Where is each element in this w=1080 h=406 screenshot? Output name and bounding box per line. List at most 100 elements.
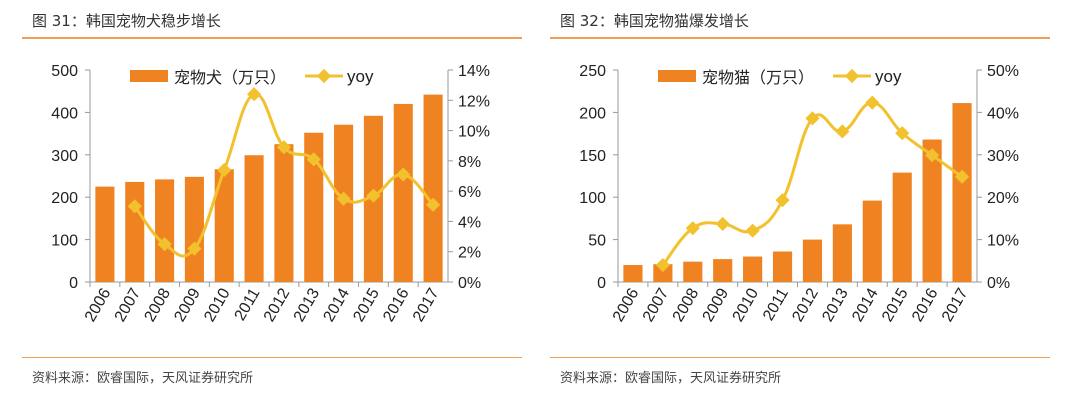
legend-line-label: yoy bbox=[875, 67, 902, 86]
bar-2009 bbox=[713, 259, 733, 282]
chart-panel-dogs: 图 31：韩国宠物犬稳步增长 0 100 200 300 400 500 0% 2% 4% 6% 8… bbox=[22, 0, 522, 406]
bar-2007 bbox=[653, 264, 673, 282]
y-tick-label-right: 12% bbox=[458, 93, 490, 110]
x-tick-label: 2014 bbox=[321, 285, 354, 324]
yoy-point bbox=[336, 191, 351, 206]
bar-2011 bbox=[244, 155, 264, 282]
chart-source: 资料来源：欧睿国际，天风证券研究所 bbox=[560, 371, 782, 386]
bar-2016 bbox=[393, 103, 413, 282]
x-tick-label: 2009 bbox=[700, 285, 733, 324]
x-tick-label: 2016 bbox=[380, 285, 413, 324]
yoy-point bbox=[187, 241, 202, 256]
yoy-point bbox=[775, 193, 790, 208]
source-divider bbox=[550, 357, 1050, 358]
legend-line-label: yoy bbox=[347, 67, 374, 86]
x-tick-label: 2010 bbox=[201, 285, 234, 324]
yoy-point bbox=[426, 197, 441, 212]
x-tick-label: 2013 bbox=[291, 285, 324, 324]
y-tick-label-right: 2% bbox=[458, 245, 481, 262]
bar-2012 bbox=[802, 239, 823, 282]
bar-2011 bbox=[772, 251, 793, 282]
bar-2017 bbox=[423, 94, 443, 282]
yoy-point bbox=[306, 152, 321, 167]
bar-2008 bbox=[155, 179, 175, 282]
chart-title: 图 31：韩国宠物犬稳步增长 bbox=[32, 12, 221, 30]
yoy-point bbox=[157, 237, 172, 252]
bar-2016 bbox=[922, 139, 942, 282]
yoy-point bbox=[745, 223, 760, 238]
bar-2009 bbox=[184, 176, 204, 282]
y-tick-label-right: 40% bbox=[987, 105, 1019, 122]
yoy-point bbox=[366, 188, 381, 203]
x-tick-label: 2006 bbox=[82, 285, 115, 324]
y-tick-label-right: 8% bbox=[458, 154, 481, 171]
bar-2017 bbox=[952, 103, 972, 283]
y-tick-label-left: 200 bbox=[579, 105, 606, 122]
bar-2007 bbox=[125, 181, 145, 282]
title-divider bbox=[22, 37, 522, 39]
bar-2012 bbox=[274, 144, 294, 282]
legend-bar-label: 宠物犬（万只） bbox=[174, 69, 286, 87]
x-tick-label: 2012 bbox=[789, 285, 822, 324]
y-tick-label-left: 200 bbox=[51, 190, 78, 207]
yoy-point bbox=[925, 148, 940, 163]
chart-panel-cats: 图 32：韩国宠物猫爆发增长 0 50 100 150 200 250 0% 10% 20% 30… bbox=[550, 0, 1050, 406]
title-divider bbox=[550, 37, 1050, 39]
source-divider bbox=[22, 357, 522, 358]
chart-cats: 0 50 100 150 200 250 0% 10% 20% 30% 40% 50% 20062007… bbox=[579, 63, 1019, 325]
y-tick-label-left: 400 bbox=[51, 105, 78, 122]
y-tick-label-left: 150 bbox=[579, 148, 606, 165]
x-tick-label: 2014 bbox=[849, 285, 882, 324]
y-tick-label-left: 100 bbox=[579, 190, 606, 207]
y-tick-label-right: 6% bbox=[458, 184, 481, 201]
yoy-point bbox=[276, 140, 291, 155]
bar-2008 bbox=[683, 261, 703, 282]
bar-2013 bbox=[832, 224, 852, 282]
chart-source: 资料来源：欧睿国际，天风证券研究所 bbox=[32, 371, 254, 386]
x-tick-label: 2015 bbox=[350, 285, 383, 324]
bar-2010 bbox=[743, 256, 763, 282]
y-tick-label-right: 50% bbox=[987, 63, 1019, 80]
yoy-point bbox=[835, 124, 850, 139]
yoy-point bbox=[655, 257, 670, 273]
y-tick-label-right: 10% bbox=[458, 124, 490, 141]
y-tick-label-left: 300 bbox=[51, 148, 78, 165]
yoy-point bbox=[865, 95, 880, 110]
x-tick-label: 2012 bbox=[261, 285, 294, 324]
yoy-point bbox=[396, 167, 411, 182]
y-tick-label-right: 10% bbox=[987, 233, 1019, 250]
x-tick-label: 2010 bbox=[730, 285, 763, 324]
x-tick-label: 2006 bbox=[610, 285, 643, 324]
yoy-point bbox=[715, 216, 730, 231]
y-tick-label-left: 0 bbox=[69, 275, 78, 292]
y-tick-label-left: 500 bbox=[51, 63, 78, 80]
y-tick-label-left: 0 bbox=[597, 275, 606, 292]
y-tick-label-right: 0% bbox=[987, 275, 1010, 292]
x-tick-label: 2011 bbox=[232, 285, 264, 323]
bar-2015 bbox=[892, 172, 912, 282]
x-tick-label: 2015 bbox=[879, 285, 912, 324]
y-tick-label-right: 4% bbox=[458, 214, 481, 231]
y-tick-label-left: 250 bbox=[579, 63, 606, 80]
y-tick-label-right: 30% bbox=[987, 148, 1019, 165]
x-tick-label: 2009 bbox=[171, 285, 204, 324]
legend-bar-swatch bbox=[130, 70, 168, 82]
chart-dogs: 01002003004005000%2%4%6%8%10%12%14%20062… bbox=[51, 63, 490, 325]
y-tick-label-left: 50 bbox=[588, 233, 606, 250]
x-tick-label: 2008 bbox=[670, 285, 703, 324]
legend-line-marker bbox=[316, 68, 332, 84]
yoy-point bbox=[685, 221, 700, 236]
yoy-line bbox=[133, 92, 435, 258]
bar-2006 bbox=[95, 186, 115, 282]
bar-2014 bbox=[862, 200, 882, 282]
x-tick-label: 2007 bbox=[640, 285, 673, 324]
bar-2013 bbox=[304, 132, 324, 282]
bar-2006 bbox=[623, 265, 643, 282]
x-tick-label: 2017 bbox=[939, 285, 972, 324]
x-tick-label: 2017 bbox=[410, 285, 443, 324]
yoy-point bbox=[217, 162, 232, 178]
x-tick-label: 2011 bbox=[760, 285, 792, 323]
legend-bar-label: 宠物猫（万只） bbox=[702, 69, 814, 87]
y-tick-label-right: 20% bbox=[987, 190, 1019, 207]
legend-bar-swatch bbox=[658, 70, 696, 82]
